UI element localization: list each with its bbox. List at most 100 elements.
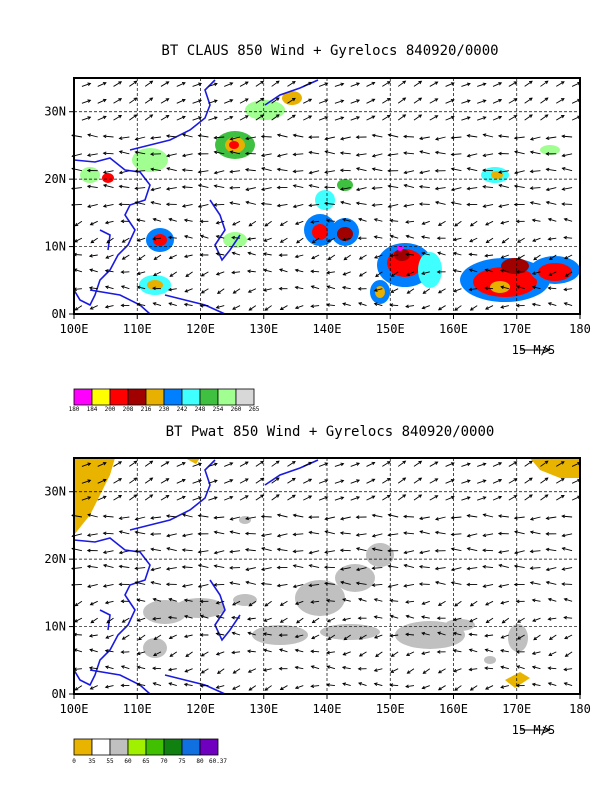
wind-vector-head <box>437 306 442 311</box>
wind-vector <box>485 220 494 226</box>
wind-vector-head <box>500 685 505 689</box>
wind-vector <box>546 581 557 585</box>
wind-vector <box>74 685 83 691</box>
wind-vector <box>311 634 320 639</box>
wind-vector <box>413 460 422 467</box>
wind-vector <box>135 550 146 552</box>
wind-vector <box>230 136 241 140</box>
wind-vector-head <box>118 98 123 102</box>
wind-vector-head <box>90 619 95 624</box>
wind-vector-head <box>468 252 473 257</box>
wind-vector <box>160 98 169 104</box>
wind-vector <box>524 80 533 87</box>
wind-vector <box>255 114 264 121</box>
wind-vector-head <box>183 614 188 619</box>
wind-vector-head <box>468 648 473 652</box>
wind-vector-head <box>198 479 202 483</box>
wind-vector-head <box>371 566 376 570</box>
wind-vector-head <box>517 619 521 623</box>
wind-vector <box>390 220 399 222</box>
wind-vector <box>429 98 438 104</box>
wind-vector <box>530 187 541 189</box>
wind-vector <box>469 633 478 636</box>
wind-vector <box>295 649 304 653</box>
wind-vector-head <box>355 567 360 572</box>
wind-vector-head <box>149 460 154 465</box>
wind-vector-head <box>513 516 518 520</box>
wind-vector <box>328 254 336 260</box>
wind-vector-head <box>498 495 503 500</box>
wind-vector-head <box>245 136 249 141</box>
wind-vector-head <box>403 170 408 175</box>
wind-vector-head <box>215 252 220 256</box>
wind-vector-head <box>342 237 346 242</box>
pwat-colorbar-label: 60 <box>124 758 132 765</box>
wind-vector <box>216 271 225 275</box>
wind-vector <box>214 516 225 519</box>
wind-vector-head <box>197 563 202 568</box>
wind-vector-head <box>371 203 376 207</box>
wind-vector-head <box>466 533 471 538</box>
wind-vector-head <box>86 548 91 553</box>
wind-vector <box>144 460 153 467</box>
wind-vector <box>160 81 169 87</box>
wind-vector <box>340 201 351 205</box>
wind-vector-head <box>564 255 568 260</box>
wind-vector <box>224 462 233 467</box>
wind-vector <box>184 599 193 602</box>
wind-vector-head <box>197 134 202 138</box>
wind-vector <box>390 615 399 619</box>
wind-vector-head <box>133 460 138 465</box>
wind-vector <box>342 303 351 307</box>
wind-vector-head <box>118 495 123 499</box>
wind-vector <box>340 187 351 190</box>
wind-vector <box>216 685 225 689</box>
wind-vector-head <box>74 307 79 311</box>
wind-vector-head <box>120 650 125 654</box>
wind-vector <box>264 237 272 242</box>
wind-vector <box>105 305 114 308</box>
wind-vector-head <box>229 581 234 585</box>
wind-vector <box>89 269 98 273</box>
water-region <box>233 594 257 606</box>
wind-vector-head <box>324 116 329 120</box>
wind-vector-head <box>563 667 568 672</box>
wind-vector <box>90 237 98 244</box>
wind-vector-head <box>482 133 487 137</box>
wind-vector-head <box>406 670 411 674</box>
wind-vector <box>445 479 455 484</box>
wind-vector <box>129 460 137 467</box>
wind-vector <box>514 550 525 554</box>
wind-vector-head <box>498 462 503 466</box>
wind-vector <box>152 617 162 620</box>
wind-vector <box>501 634 509 639</box>
wind-vector-head <box>418 494 423 498</box>
wind-vector-head <box>197 170 202 174</box>
wind-vector-head <box>405 600 409 604</box>
wind-vector-head <box>561 567 566 571</box>
wind-vector <box>350 496 360 501</box>
wind-vector <box>388 134 399 138</box>
wind-vector-head <box>498 170 502 174</box>
wind-vector <box>530 136 541 140</box>
wind-vector-head <box>166 547 171 551</box>
wind-vector <box>388 185 399 189</box>
wind-vector <box>340 532 351 535</box>
wind-vector-head <box>466 186 471 191</box>
wind-vector-head <box>136 302 141 307</box>
wind-vector-head <box>355 135 360 139</box>
wind-vector <box>508 115 517 121</box>
wind-vector-head <box>545 152 550 156</box>
wind-vector-head <box>373 598 378 602</box>
wind-vector <box>388 514 399 518</box>
wind-vector-head <box>466 462 471 467</box>
wind-vector-head <box>181 495 186 500</box>
wind-vector-head <box>200 670 205 674</box>
wind-vector <box>477 479 486 484</box>
wind-vector <box>461 116 471 121</box>
wind-vector-head <box>531 665 536 670</box>
wind-vector <box>168 668 177 671</box>
wind-vector <box>397 114 406 121</box>
wind-vector-head <box>150 152 154 156</box>
pwat-colorbar-swatch <box>163 738 183 756</box>
